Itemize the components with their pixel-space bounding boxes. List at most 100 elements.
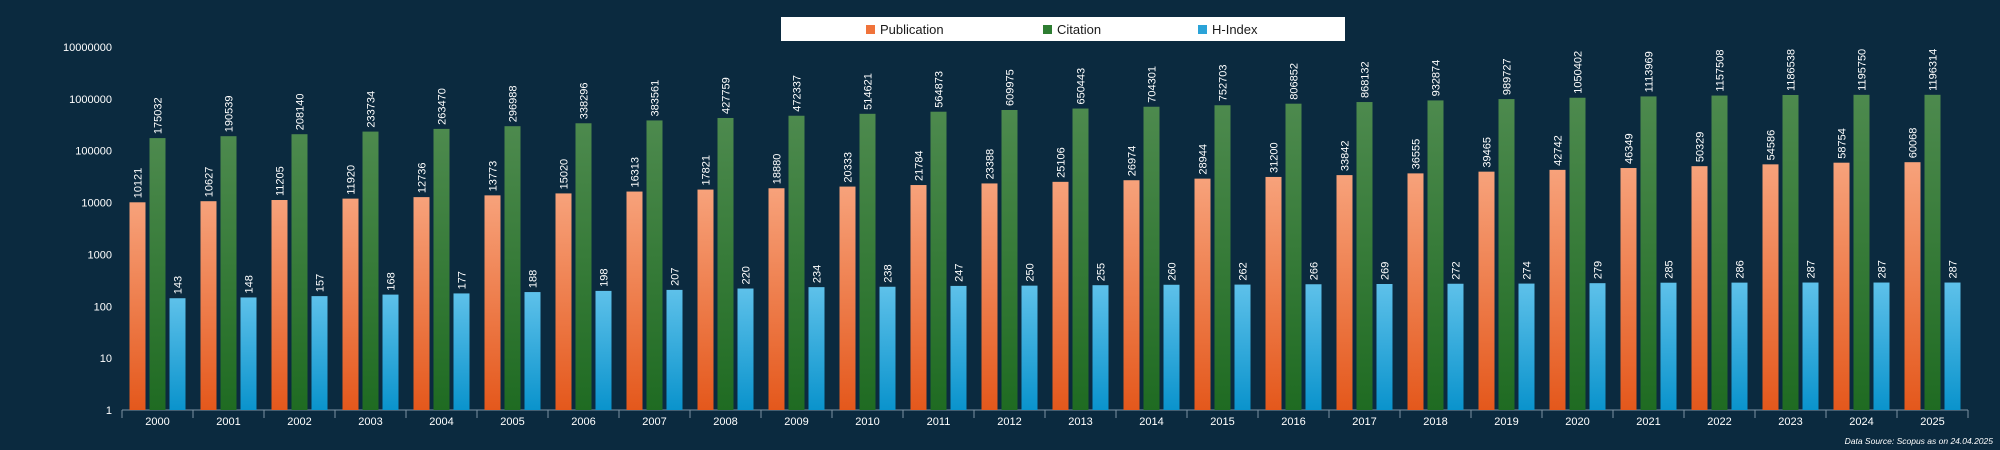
- bar-h-index: [950, 285, 967, 410]
- legend-swatch-citation: [1043, 25, 1052, 34]
- bar-h-index: [1447, 283, 1464, 410]
- data-label-citation: 564873: [934, 71, 946, 108]
- bar-citation: [149, 138, 166, 410]
- bar-publication: [1194, 178, 1211, 410]
- bar-citation: [504, 126, 521, 410]
- bar-h-index: [1802, 282, 1819, 410]
- data-label-citation: 190539: [224, 95, 236, 132]
- x-tick-label: 2009: [784, 416, 808, 428]
- data-label-citation: 932874: [1431, 60, 1443, 97]
- x-tick-label: 2013: [1068, 416, 1092, 428]
- data-label-publication: 20333: [843, 152, 855, 183]
- data-label-h-index: 285: [1664, 260, 1676, 278]
- bar-publication: [200, 201, 217, 410]
- data-source-note: Data Source: Scopus as on 24.04.2025: [1845, 436, 1994, 446]
- data-label-h-index: 274: [1522, 261, 1534, 279]
- bar-publication: [413, 197, 430, 410]
- data-label-h-index: 287: [1877, 260, 1889, 278]
- data-label-publication: 58754: [1837, 128, 1849, 159]
- data-label-publication: 13773: [488, 161, 500, 192]
- bar-citation: [930, 111, 947, 410]
- data-label-citation: 752703: [1218, 65, 1230, 102]
- data-label-citation: 1050402: [1573, 51, 1585, 94]
- bar-publication: [271, 200, 288, 410]
- data-label-citation: 989727: [1502, 58, 1514, 95]
- data-label-citation: 263470: [437, 88, 449, 125]
- bar-h-index: [1234, 284, 1251, 410]
- bar-publication: [1478, 171, 1495, 410]
- data-label-h-index: 238: [883, 264, 895, 282]
- bar-citation: [1072, 108, 1089, 410]
- bar-publication: [1620, 168, 1637, 410]
- data-label-h-index: 286: [1735, 260, 1747, 278]
- data-label-h-index: 279: [1593, 261, 1605, 279]
- data-label-publication: 46349: [1624, 133, 1636, 164]
- bar-publication: [1052, 181, 1069, 410]
- x-tick-label: 2023: [1778, 416, 1802, 428]
- bar-citation: [220, 136, 237, 410]
- x-tick-label: 2014: [1139, 416, 1163, 428]
- data-label-citation: 296988: [508, 85, 520, 122]
- bar-citation: [1427, 100, 1444, 411]
- bar-citation: [1853, 94, 1870, 410]
- data-label-publication: 25106: [1056, 147, 1068, 178]
- bar-publication: [1691, 166, 1708, 410]
- x-tick-label: 2004: [429, 416, 453, 428]
- data-label-publication: 31200: [1269, 142, 1281, 173]
- bar-h-index: [311, 296, 328, 410]
- bar-publication: [1833, 162, 1850, 410]
- data-label-h-index: 168: [386, 272, 398, 290]
- bar-h-index: [737, 288, 754, 410]
- bar-publication: [768, 188, 785, 410]
- data-label-citation: 514621: [863, 73, 875, 110]
- bar-citation: [859, 113, 876, 410]
- data-label-h-index: 207: [670, 268, 682, 286]
- data-label-h-index: 188: [528, 270, 540, 288]
- data-label-citation: 806852: [1289, 63, 1301, 100]
- data-label-citation: 233734: [366, 91, 378, 128]
- bar-h-index: [1944, 282, 1961, 410]
- bar-publication: [342, 198, 359, 410]
- data-label-publication: 21784: [914, 150, 926, 181]
- data-labels: 10121 175032 143 10627 190539 148 11205 208140 1…: [133, 49, 1960, 294]
- bar-h-index: [453, 293, 470, 410]
- bars: [129, 94, 1961, 411]
- data-label-citation: 427759: [721, 77, 733, 114]
- data-label-h-index: 198: [599, 269, 611, 287]
- x-tick-label: 2018: [1423, 416, 1447, 428]
- data-label-citation: 1186538: [1786, 49, 1798, 91]
- x-tick-label: 2012: [997, 416, 1021, 428]
- bar-citation: [1285, 103, 1302, 410]
- bar-h-index: [1589, 283, 1606, 410]
- y-tick-label: 100: [94, 301, 112, 313]
- data-label-h-index: 234: [812, 265, 824, 283]
- bar-h-index: [1731, 282, 1748, 410]
- bar-citation: [646, 120, 663, 411]
- data-label-citation: 383561: [650, 80, 662, 117]
- legend-label-publication: Publication: [880, 22, 944, 37]
- bar-citation: [788, 115, 805, 410]
- bar-h-index: [1305, 284, 1322, 410]
- bar-h-index: [1518, 283, 1535, 410]
- data-label-publication: 60068: [1908, 128, 1920, 159]
- legend-label-citation: Citation: [1057, 22, 1101, 37]
- data-label-publication: 11205: [275, 166, 287, 196]
- data-label-h-index: 269: [1380, 262, 1392, 280]
- bar-publication: [1407, 173, 1424, 410]
- bar-citation: [1001, 109, 1018, 411]
- y-tick-label: 1: [106, 405, 112, 417]
- bar-citation: [1356, 102, 1373, 411]
- bar-h-index: [1021, 285, 1038, 410]
- x-tick-label: 2016: [1281, 416, 1305, 428]
- x-tick-label: 2003: [358, 416, 382, 428]
- bar-h-index: [382, 294, 399, 410]
- x-tick-label: 2021: [1636, 416, 1660, 428]
- data-label-publication: 42742: [1553, 135, 1565, 166]
- data-label-citation: 1195750: [1857, 49, 1869, 91]
- data-label-publication: 17821: [701, 155, 713, 186]
- data-label-h-index: 250: [1025, 263, 1037, 281]
- x-tick-label: 2006: [571, 416, 595, 428]
- data-label-publication: 28944: [1198, 144, 1210, 175]
- bar-citation: [1143, 106, 1160, 411]
